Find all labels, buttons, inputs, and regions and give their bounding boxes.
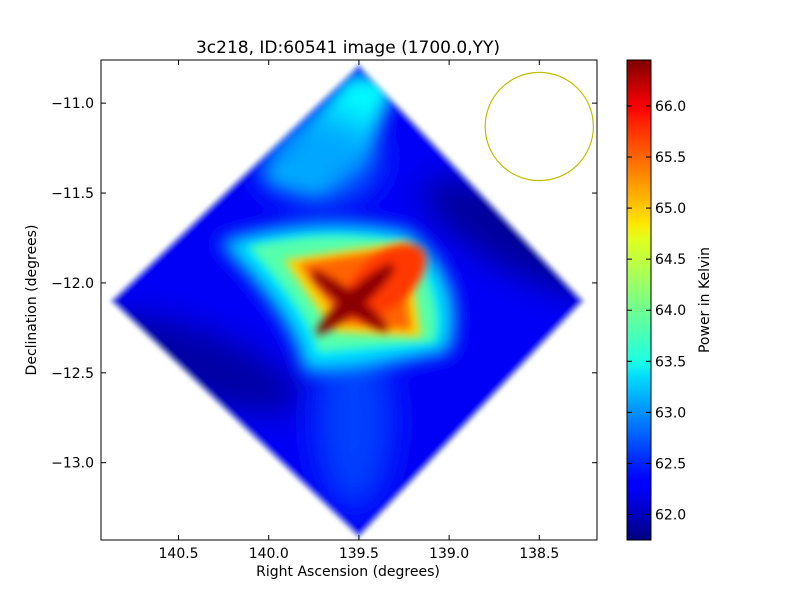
- colorbar-ticks: 62.0 62.5 63.0 63.5 64.0 64.5 65.0 65.5 66.0: [627, 99, 686, 523]
- chart-title: 3c218, ID:60541 image (1700.0,YY): [196, 38, 500, 58]
- y-axis: −11.0 −11.5 −12.0 −12.5 −13.0: [51, 96, 597, 472]
- colorbar-tick-label-7: 65.5: [655, 150, 686, 166]
- colorbar-tick-label-3: 63.5: [655, 354, 686, 370]
- colorbar-tick-label-1: 62.5: [655, 456, 686, 472]
- heatmap-field: [110, 63, 585, 539]
- y-tick-label-3: −12.5: [51, 366, 94, 382]
- x-axis: 140.5 140.0 139.5 139.0 138.5: [159, 60, 559, 562]
- y-tick-label-4: −13.0: [51, 456, 94, 472]
- colorbar-tick-label-5: 64.5: [655, 252, 686, 268]
- colorbar-tick-label-6: 65.0: [655, 201, 686, 217]
- y-tick-label-2: −12.0: [51, 276, 94, 292]
- y-tick-label-0: −11.0: [51, 96, 94, 112]
- y-axis-label: Declination (degrees): [24, 225, 40, 376]
- colorbar-tick-label-4: 64.0: [655, 303, 686, 319]
- y-tick-label-1: −11.5: [51, 186, 94, 202]
- colorbar-tick-label-2: 63.0: [655, 405, 686, 421]
- beam-circle: [484, 71, 594, 182]
- peak-arm-2: [311, 271, 389, 332]
- colorbar-tick-label-8: 66.0: [655, 99, 686, 115]
- x-axis-label: Right Ascension (degrees): [256, 564, 440, 580]
- plot-frame: [100, 59, 598, 541]
- x-tick-label-4: 138.5: [519, 546, 559, 562]
- colorbar-tick-label-0: 62.0: [655, 507, 686, 523]
- north-arm-glow: [258, 113, 379, 204]
- x-tick-label-0: 140.5: [159, 546, 199, 562]
- heatmap-area: [110, 63, 594, 539]
- colorbar: [626, 59, 652, 541]
- colorbar-label: Power in Kelvin: [697, 247, 713, 353]
- x-tick-label-2: 139.5: [339, 546, 379, 562]
- south-tongue: [313, 330, 394, 511]
- x-tick-label-3: 139.0: [429, 546, 469, 562]
- x-tick-label-1: 140.0: [249, 546, 289, 562]
